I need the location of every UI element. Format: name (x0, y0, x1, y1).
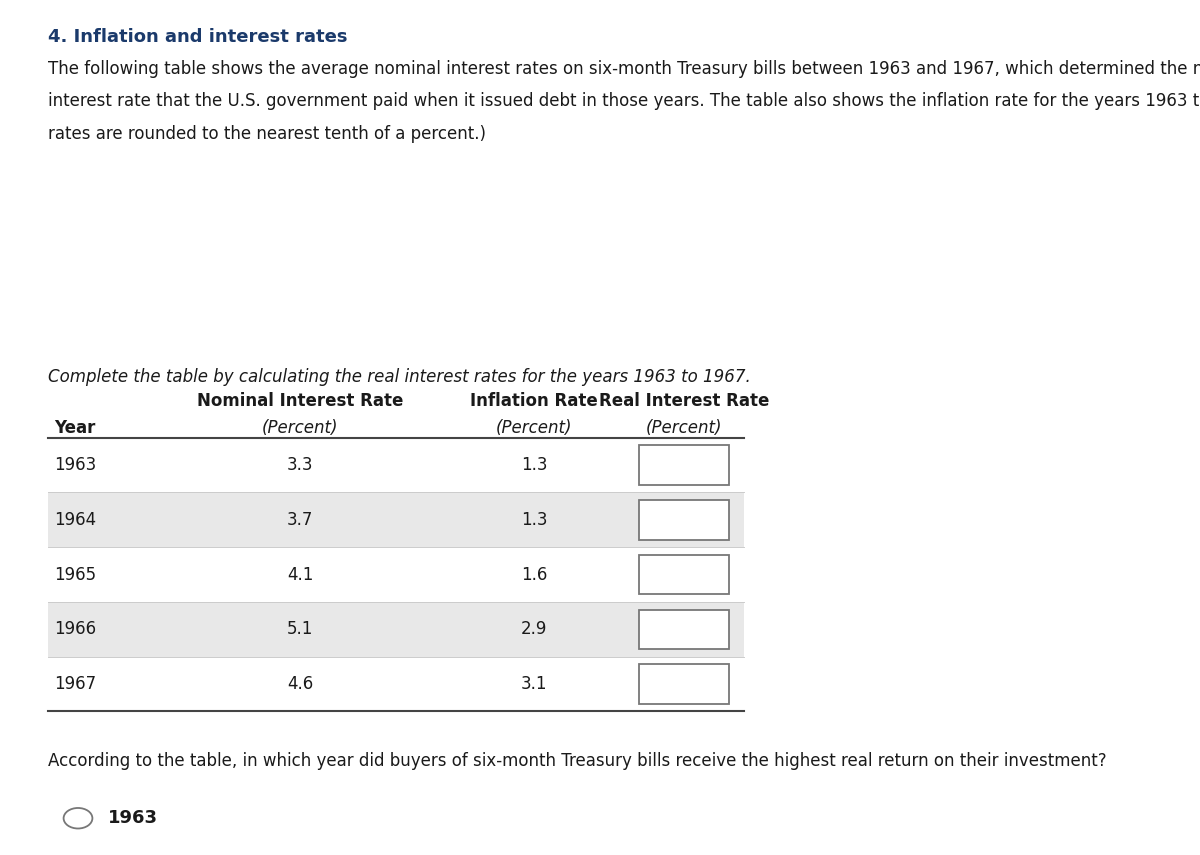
Text: 1965: 1965 (54, 565, 96, 584)
Bar (640, 664, 730, 704)
Text: 1967: 1967 (54, 675, 96, 693)
Text: 1963: 1963 (108, 809, 158, 828)
Text: 3.7: 3.7 (287, 510, 313, 529)
Text: 4. Inflation and interest rates: 4. Inflation and interest rates (48, 28, 348, 46)
Text: The following table shows the average nominal interest rates on six-month Treasu: The following table shows the average no… (48, 60, 1200, 78)
Bar (640, 445, 730, 485)
Text: 3.1: 3.1 (521, 675, 547, 693)
Text: 1964: 1964 (54, 510, 96, 529)
Text: 1.6: 1.6 (521, 565, 547, 584)
Text: interest rate that the U.S. government paid when it issued debt in those years. : interest rate that the U.S. government p… (48, 92, 1200, 110)
Bar (640, 500, 730, 540)
Text: Nominal Interest Rate: Nominal Interest Rate (197, 392, 403, 410)
Text: Inflation Rate: Inflation Rate (470, 392, 598, 410)
Text: 4.6: 4.6 (287, 675, 313, 693)
Text: 1966: 1966 (54, 620, 96, 639)
Text: (Percent): (Percent) (496, 419, 572, 437)
Text: 1963: 1963 (54, 456, 96, 475)
Text: rates are rounded to the nearest tenth of a percent.): rates are rounded to the nearest tenth o… (48, 125, 486, 143)
Text: 4.1: 4.1 (287, 565, 313, 584)
Bar (640, 610, 730, 649)
Text: (Percent): (Percent) (262, 419, 338, 437)
Bar (640, 555, 730, 594)
Text: 2.9: 2.9 (521, 620, 547, 639)
Text: 1.3: 1.3 (521, 456, 547, 475)
Text: Real Interest Rate: Real Interest Rate (599, 392, 769, 410)
Text: Complete the table by calculating the real interest rates for the years 1963 to : Complete the table by calculating the re… (48, 368, 751, 386)
Text: (Percent): (Percent) (646, 419, 722, 437)
Bar (48, 492, 744, 547)
Text: Year: Year (54, 419, 95, 437)
Text: According to the table, in which year did buyers of six-month Treasury bills rec: According to the table, in which year di… (48, 752, 1106, 770)
Text: 5.1: 5.1 (287, 620, 313, 639)
Text: 1.3: 1.3 (521, 510, 547, 529)
Text: 3.3: 3.3 (287, 456, 313, 475)
Bar (48, 602, 744, 657)
